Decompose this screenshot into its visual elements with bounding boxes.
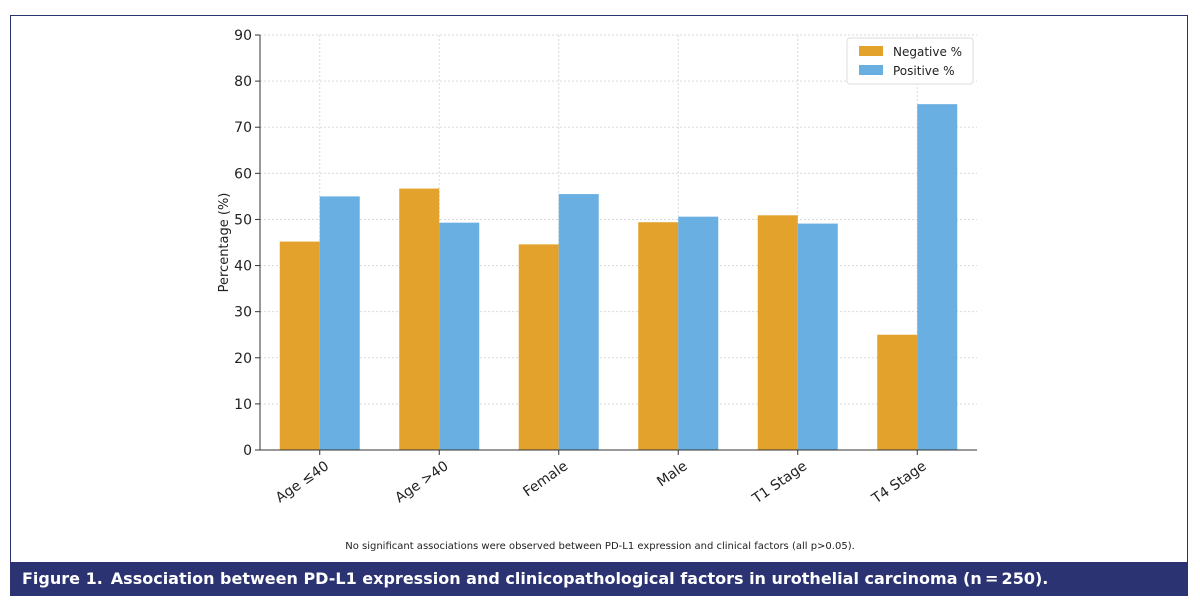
figure-caption: Figure 1. Association between PD-L1 expre… (10, 562, 1188, 596)
x-tick-label: Female (520, 458, 571, 500)
x-tick-label: Age ≤40 (273, 458, 332, 506)
bar-negative (518, 244, 559, 450)
y-axis-label: Percentage (%) (217, 193, 232, 293)
figure-caption-text: Association between PD-L1 expression and… (110, 569, 1049, 588)
legend-label: Negative % (893, 45, 962, 59)
x-tick-label: T1 Stage (749, 458, 810, 507)
bar-negative (399, 188, 440, 451)
x-tick-label: Male (654, 458, 690, 490)
legend-label: Positive % (893, 64, 954, 78)
y-tick-label: 80 (234, 74, 252, 90)
bar-positive (678, 216, 719, 450)
x-tick-label: T4 Stage (868, 458, 929, 507)
chart-footnote: No significant associations were observe… (345, 541, 855, 552)
legend-swatch (859, 46, 883, 56)
y-tick-label: 50 (234, 212, 252, 228)
y-tick-label: 0 (243, 443, 252, 459)
figure-caption-label: Figure 1. (22, 569, 103, 588)
y-tick-label: 60 (234, 166, 252, 182)
bar-negative (279, 241, 320, 450)
y-tick-label: 20 (234, 351, 252, 367)
plot-area (260, 35, 977, 450)
bar-positive (439, 222, 480, 450)
y-tick-label: 70 (234, 120, 252, 136)
bar-chart: 0 10 20 30 40 50 60 70 80 90 Age ≤40 Age >40 Female M… (217, 28, 977, 508)
y-tick-label: 10 (234, 397, 252, 413)
bar-negative (877, 334, 918, 450)
y-tick-label: 30 (234, 305, 252, 321)
x-tick-label: Age >40 (392, 458, 451, 506)
bar-positive (917, 104, 958, 451)
bar-negative (638, 222, 679, 450)
bar-positive (797, 223, 838, 450)
legend-swatch (859, 65, 883, 75)
y-tick-label: 90 (234, 28, 252, 44)
bar-positive (319, 196, 360, 450)
bar-positive (558, 194, 599, 450)
bar-negative (757, 215, 798, 450)
y-tick-label: 40 (234, 259, 252, 275)
